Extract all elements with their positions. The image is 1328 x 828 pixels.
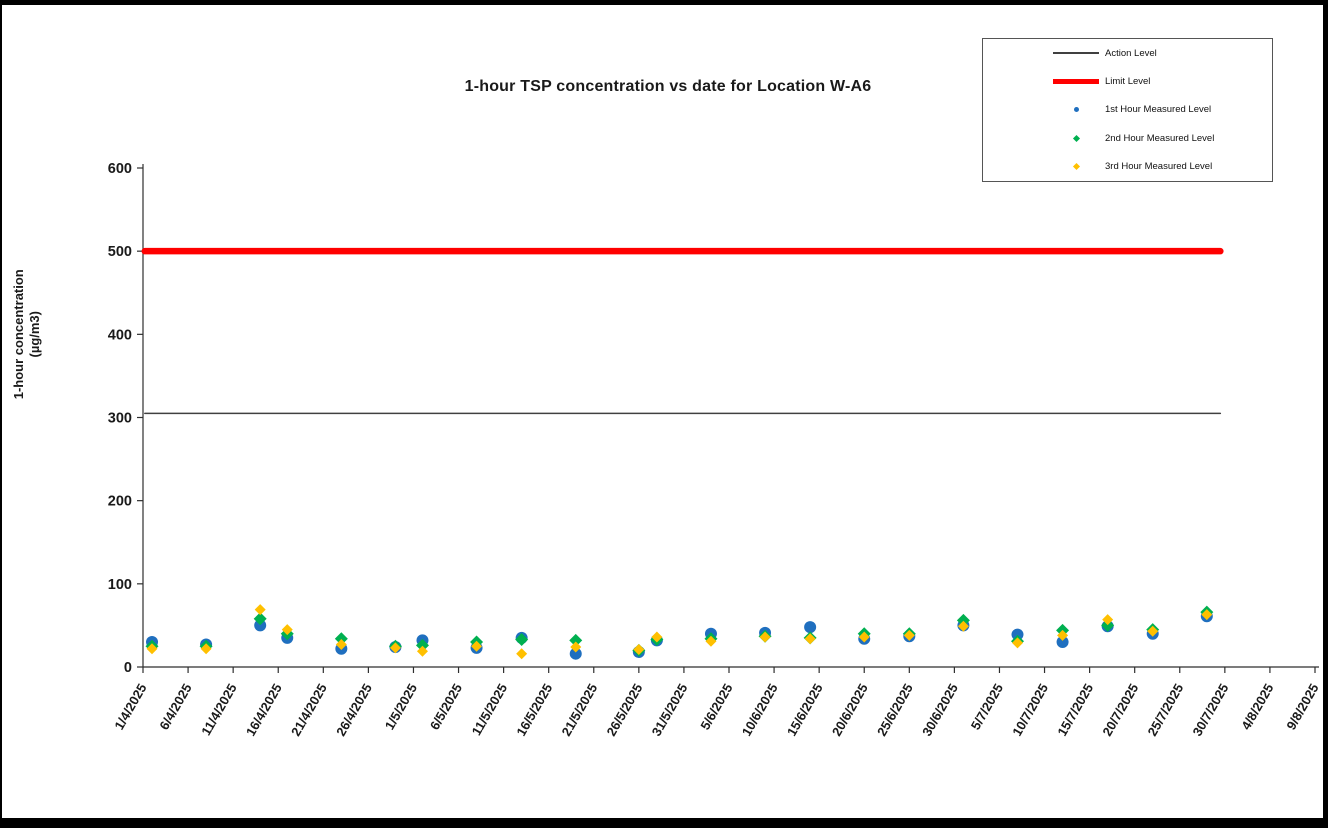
legend-item-label: 1st Hour Measured Level bbox=[1105, 104, 1212, 116]
data-point-h2 bbox=[334, 632, 348, 646]
data-point-h2 bbox=[515, 633, 529, 647]
legend-item: 1st Hour Measured Level bbox=[983, 98, 1272, 122]
data-point-h3 bbox=[705, 635, 717, 647]
data-point-h3 bbox=[416, 645, 428, 657]
legend-line-sample bbox=[1053, 79, 1099, 85]
x-axis-tick-label: 31/5/2025 bbox=[649, 681, 691, 739]
data-point-h2 bbox=[415, 638, 429, 652]
x-axis-tick-label: 30/7/2025 bbox=[1190, 681, 1232, 739]
data-point-h3 bbox=[200, 643, 212, 655]
data-point-h1 bbox=[1056, 636, 1069, 649]
data-point-h3 bbox=[1147, 625, 1159, 637]
y-axis-title-line2: (µg/m3) bbox=[27, 311, 42, 358]
y-axis-tick-label: 500 bbox=[108, 244, 132, 260]
legend-marker-icon bbox=[1053, 134, 1099, 142]
y-axis-tick-label: 400 bbox=[108, 327, 132, 343]
legend-marker-icon bbox=[1053, 163, 1099, 171]
x-axis-tick-label: 30/6/2025 bbox=[919, 681, 961, 739]
chart-title: 1-hour TSP concentration vs date for Loc… bbox=[464, 78, 872, 95]
y-axis-tick-label: 0 bbox=[124, 660, 132, 676]
x-axis-tick-label: 25/6/2025 bbox=[874, 681, 916, 739]
data-point-h1 bbox=[804, 621, 817, 634]
data-point-h3 bbox=[903, 629, 915, 641]
data-point-h3 bbox=[804, 633, 816, 645]
data-point-h2 bbox=[253, 612, 267, 626]
y-axis-tick-label: 100 bbox=[108, 577, 132, 593]
data-point-h3 bbox=[254, 604, 266, 616]
legend-item: Limit Level bbox=[983, 70, 1272, 94]
x-axis-tick-label: 1/4/2025 bbox=[111, 681, 149, 732]
x-axis-tick-label: 11/4/2025 bbox=[198, 681, 240, 738]
y-axis-tick-label: 200 bbox=[108, 494, 132, 510]
data-point-h3 bbox=[957, 620, 969, 632]
legend-item: 2nd Hour Measured Level bbox=[983, 126, 1272, 150]
x-axis-tick-label: 11/5/2025 bbox=[469, 681, 511, 738]
legend-item-label: 2nd Hour Measured Level bbox=[1105, 132, 1215, 144]
data-point-h3 bbox=[281, 624, 293, 636]
data-point-h1 bbox=[1011, 628, 1024, 641]
x-axis-tick-label: 5/6/2025 bbox=[697, 681, 735, 732]
legend-item-label: Limit Level bbox=[1105, 76, 1151, 88]
x-axis-tick-label: 5/7/2025 bbox=[968, 681, 1006, 732]
y-axis-tick-label: 600 bbox=[108, 161, 132, 177]
y-axis-tick-label: 300 bbox=[108, 411, 132, 427]
x-axis-tick-label: 20/6/2025 bbox=[829, 681, 871, 739]
x-axis-tick-label: 15/6/2025 bbox=[784, 681, 826, 739]
data-point-h3 bbox=[389, 642, 401, 654]
x-axis-tick-label: 10/6/2025 bbox=[739, 681, 781, 739]
data-point-h1 bbox=[569, 647, 582, 660]
data-point-h3 bbox=[651, 631, 663, 643]
x-axis-tick-label: 9/8/2025 bbox=[1283, 681, 1321, 732]
data-point-h3 bbox=[1011, 637, 1023, 649]
legend-item-label: Action Level bbox=[1105, 47, 1157, 59]
x-axis-tick-label: 10/7/2025 bbox=[1009, 681, 1051, 739]
data-point-h3 bbox=[570, 641, 582, 653]
legend-line-sample bbox=[1053, 52, 1099, 54]
legend-marker-icon bbox=[1053, 107, 1099, 113]
data-point-h2 bbox=[569, 633, 583, 647]
x-axis-tick-label: 1/5/2025 bbox=[382, 681, 420, 732]
legend-item: 3rd Hour Measured Level bbox=[983, 155, 1272, 179]
data-point-h2 bbox=[1101, 618, 1115, 632]
y-axis-title: 1-hour concentration (µg/m3) bbox=[11, 189, 44, 479]
data-point-h2 bbox=[956, 613, 970, 627]
x-axis-tick-label: 16/4/2025 bbox=[243, 681, 285, 739]
x-axis-tick-label: 21/4/2025 bbox=[288, 681, 330, 739]
data-point-h1 bbox=[254, 619, 267, 632]
y-axis-title-line1: 1-hour concentration bbox=[10, 269, 26, 400]
data-point-h3 bbox=[759, 631, 771, 643]
data-point-h3 bbox=[471, 640, 483, 652]
x-axis-tick-label: 26/4/2025 bbox=[333, 681, 375, 739]
data-point-h3 bbox=[335, 639, 347, 651]
x-axis-tick-label: 15/7/2025 bbox=[1054, 681, 1096, 739]
legend-item: Action Level bbox=[983, 41, 1272, 65]
x-axis-tick-label: 25/7/2025 bbox=[1144, 681, 1186, 739]
data-point-h3 bbox=[516, 648, 528, 660]
x-axis-tick-label: 20/7/2025 bbox=[1099, 681, 1141, 739]
x-axis-tick-label: 6/4/2025 bbox=[156, 681, 194, 732]
x-axis-tick-label: 4/8/2025 bbox=[1238, 681, 1276, 732]
data-point-h3 bbox=[1057, 629, 1069, 641]
legend-item-label: 3rd Hour Measured Level bbox=[1105, 161, 1213, 173]
data-point-h3 bbox=[633, 644, 645, 656]
legend: Action Level Limit Level 1st Hour Measured… bbox=[982, 38, 1273, 182]
x-axis-tick-label: 21/5/2025 bbox=[558, 681, 600, 739]
data-point-h3 bbox=[1201, 609, 1213, 621]
data-point-h3 bbox=[1102, 614, 1114, 626]
data-point-h3 bbox=[858, 631, 870, 643]
x-axis-tick-label: 26/5/2025 bbox=[604, 681, 646, 739]
x-axis-tick-label: 16/5/2025 bbox=[513, 681, 555, 739]
data-point-h3 bbox=[146, 643, 158, 655]
x-axis-tick-label: 6/5/2025 bbox=[427, 681, 465, 732]
